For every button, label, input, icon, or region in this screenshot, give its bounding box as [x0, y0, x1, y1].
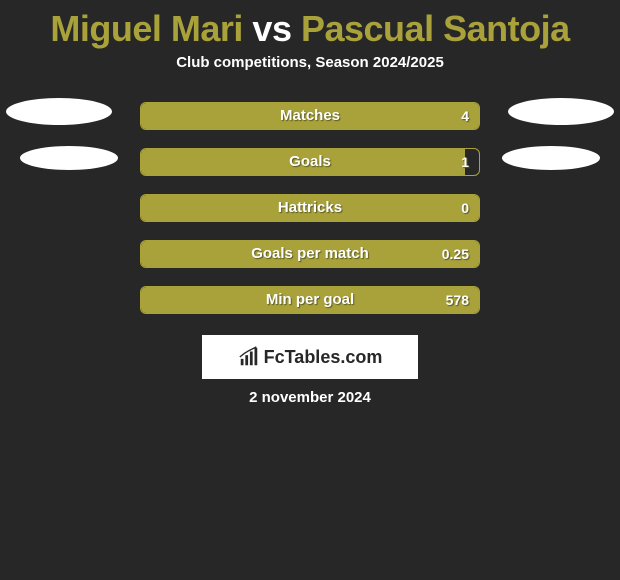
stat-bar: Goals per match0.25 — [140, 240, 480, 268]
player1-name: Miguel Mari — [50, 8, 243, 49]
stat-label: Goals — [141, 149, 479, 175]
stat-bar: Hattricks0 — [140, 194, 480, 222]
stat-value: 0 — [461, 195, 469, 221]
subtitle: Club competitions, Season 2024/2025 — [0, 54, 620, 93]
stat-label: Min per goal — [141, 287, 479, 313]
stat-bar: Matches4 — [140, 102, 480, 130]
stat-value: 0.25 — [442, 241, 469, 267]
player1-marker — [20, 146, 118, 170]
stat-row: Min per goal578 — [0, 277, 620, 323]
comparison-title: Miguel Mari vs Pascual Santoja — [0, 0, 620, 54]
bar-chart-icon — [238, 346, 260, 368]
stat-row: Hattricks0 — [0, 185, 620, 231]
stat-value: 4 — [461, 103, 469, 129]
player2-marker — [502, 146, 600, 170]
brand-box[interactable]: FcTables.com — [202, 335, 418, 379]
stat-label: Matches — [141, 103, 479, 129]
vs-separator: vs — [252, 8, 291, 49]
stats-area: Matches4Goals1Hattricks0Goals per match0… — [0, 93, 620, 323]
stat-label: Hattricks — [141, 195, 479, 221]
stat-bar: Goals1 — [140, 148, 480, 176]
stat-value: 1 — [461, 149, 469, 175]
stat-row: Goals per match0.25 — [0, 231, 620, 277]
player1-marker — [6, 98, 112, 125]
stat-row: Matches4 — [0, 93, 620, 139]
stat-row: Goals1 — [0, 139, 620, 185]
stat-label: Goals per match — [141, 241, 479, 267]
stat-bar: Min per goal578 — [140, 286, 480, 314]
stat-value: 578 — [446, 287, 469, 313]
player2-marker — [508, 98, 614, 125]
date-label: 2 november 2024 — [0, 389, 620, 406]
brand-text: FcTables.com — [264, 347, 383, 368]
player2-name: Pascual Santoja — [301, 8, 570, 49]
